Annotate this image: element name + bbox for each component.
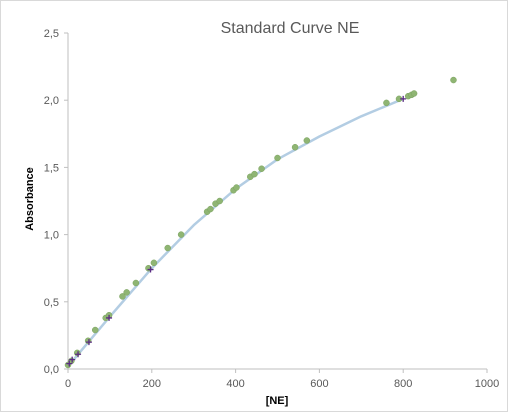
x-tick-label: 0 xyxy=(65,378,71,390)
data-point xyxy=(164,244,171,252)
data-point xyxy=(383,99,390,107)
data-point xyxy=(410,90,418,97)
reference-marker xyxy=(85,339,92,346)
x-tick-label: 600 xyxy=(310,378,328,390)
data-point xyxy=(177,231,185,238)
data-point xyxy=(123,289,130,296)
reference-marker xyxy=(66,360,73,367)
y-tick-label: 1,0 xyxy=(44,230,59,242)
data-point xyxy=(207,205,214,213)
y-tick-label: 2,0 xyxy=(44,95,59,107)
reference-markers-layer xyxy=(66,95,407,367)
x-tick-label: 200 xyxy=(143,378,161,390)
y-tick-label: 0,0 xyxy=(44,364,59,376)
data-point xyxy=(84,337,92,345)
x-tick-label: 400 xyxy=(226,378,244,390)
y-tick-label: 0,5 xyxy=(44,297,59,309)
data-point xyxy=(119,293,126,300)
data-point xyxy=(274,154,281,162)
data-point xyxy=(132,279,140,287)
axes: 0 200 400 600 800 1000 0,0 0,5 1,0 1,5 2,0 2,5 xyxy=(44,28,500,390)
chart-title: Standard Curve NE xyxy=(221,20,360,37)
reference-marker xyxy=(75,351,82,358)
data-point xyxy=(303,137,311,144)
data-point xyxy=(91,326,99,334)
data-point xyxy=(150,259,158,267)
reference-marker xyxy=(69,356,76,363)
x-axis-title: [NE] xyxy=(266,395,289,407)
data-point xyxy=(251,170,258,178)
data-point xyxy=(258,165,265,172)
data-point xyxy=(216,197,223,205)
fit-curve-line xyxy=(66,97,405,368)
fit-curve-layer xyxy=(66,97,405,368)
x-tick-label: 800 xyxy=(394,378,412,390)
y-tick-label: 1,5 xyxy=(44,162,59,174)
x-tick-label: 1000 xyxy=(475,378,499,390)
reference-marker xyxy=(106,314,113,321)
reference-marker xyxy=(400,95,407,102)
data-point xyxy=(233,184,240,191)
data-point xyxy=(450,76,457,84)
data-point xyxy=(73,349,81,357)
y-tick-label: 2,5 xyxy=(44,28,59,40)
data-points-layer xyxy=(64,76,457,369)
data-point xyxy=(291,143,299,151)
reference-marker xyxy=(147,266,154,273)
y-axis-title: Absorbance xyxy=(24,167,36,231)
